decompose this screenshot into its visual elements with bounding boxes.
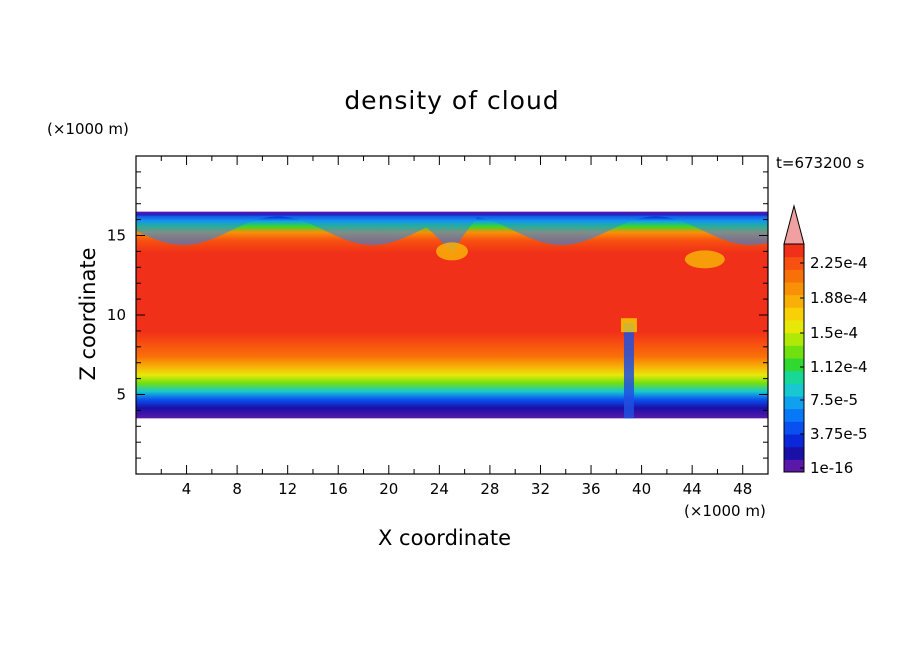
x-tick-label: 20 [379,480,398,498]
y-tick-label: 15 [107,227,126,245]
updraft-cap [620,318,637,333]
colorbar-swatch [784,459,804,473]
colorbar-swatch [784,244,804,258]
colorbar-swatch [784,358,804,372]
colorbar-swatch [784,396,804,410]
colorbar-extend-arrow [783,204,805,245]
cloud-eddy [436,242,468,261]
x-tick-label: 40 [632,480,651,498]
colorbar-label: 1.88e-4 [810,289,868,307]
colorbar-label: 1.12e-4 [810,358,868,376]
x-tick-label: 44 [683,480,702,498]
colorbar-swatch [784,282,804,296]
x-tick-label: 12 [278,480,297,498]
x-tick-label: 8 [232,480,242,498]
colorbar-swatch [784,269,804,283]
colorbar-swatch [784,383,804,397]
time-label: t=673200 s [776,154,865,172]
y-axis-unit: (×1000 m) [47,120,129,138]
x-tick-label: 28 [480,480,499,498]
colorbar-swatch [784,434,804,448]
colorbar-swatch [784,294,804,308]
cloud-top-ribbon [136,215,768,254]
x-tick-label: 32 [531,480,550,498]
colorbar-label: 3.75e-5 [810,425,868,443]
colorbar-swatch [784,256,804,270]
x-tick-label: 36 [581,480,600,498]
colorbar-swatch [784,421,804,435]
colorbar-label: 7.5e-5 [810,391,858,409]
y-tick-label: 10 [107,306,126,324]
colorbar-swatch [784,307,804,321]
x-tick-label: 48 [733,480,752,498]
x-tick-label: 24 [430,480,449,498]
colorbar-swatch [784,320,804,334]
x-tick-label: 4 [182,480,192,498]
colorbar-label: 1.5e-4 [810,324,858,342]
chart-title: density of cloud [344,86,560,115]
colorbar-label: 2.25e-4 [810,254,868,272]
colorbar-label: 1e-16 [810,459,853,477]
colorbar-swatch [784,446,804,460]
colorbar-swatch [784,332,804,346]
cloud-eddy [684,250,725,269]
colorbar-swatch [784,345,804,359]
x-tick-label: 16 [329,480,348,498]
x-axis-unit: (×1000 m) [684,502,766,520]
colorbar: 2.25e-4 1.88e-4 1.5e-4 1.12e-4 7.5e-5 3.75e-5… [783,204,868,477]
updraft-column [623,322,634,419]
x-axis-label: X coordinate [378,526,512,550]
y-tick-label: 5 [116,386,126,404]
colorbar-swatch [784,408,804,422]
colorbar-swatch [784,370,804,384]
